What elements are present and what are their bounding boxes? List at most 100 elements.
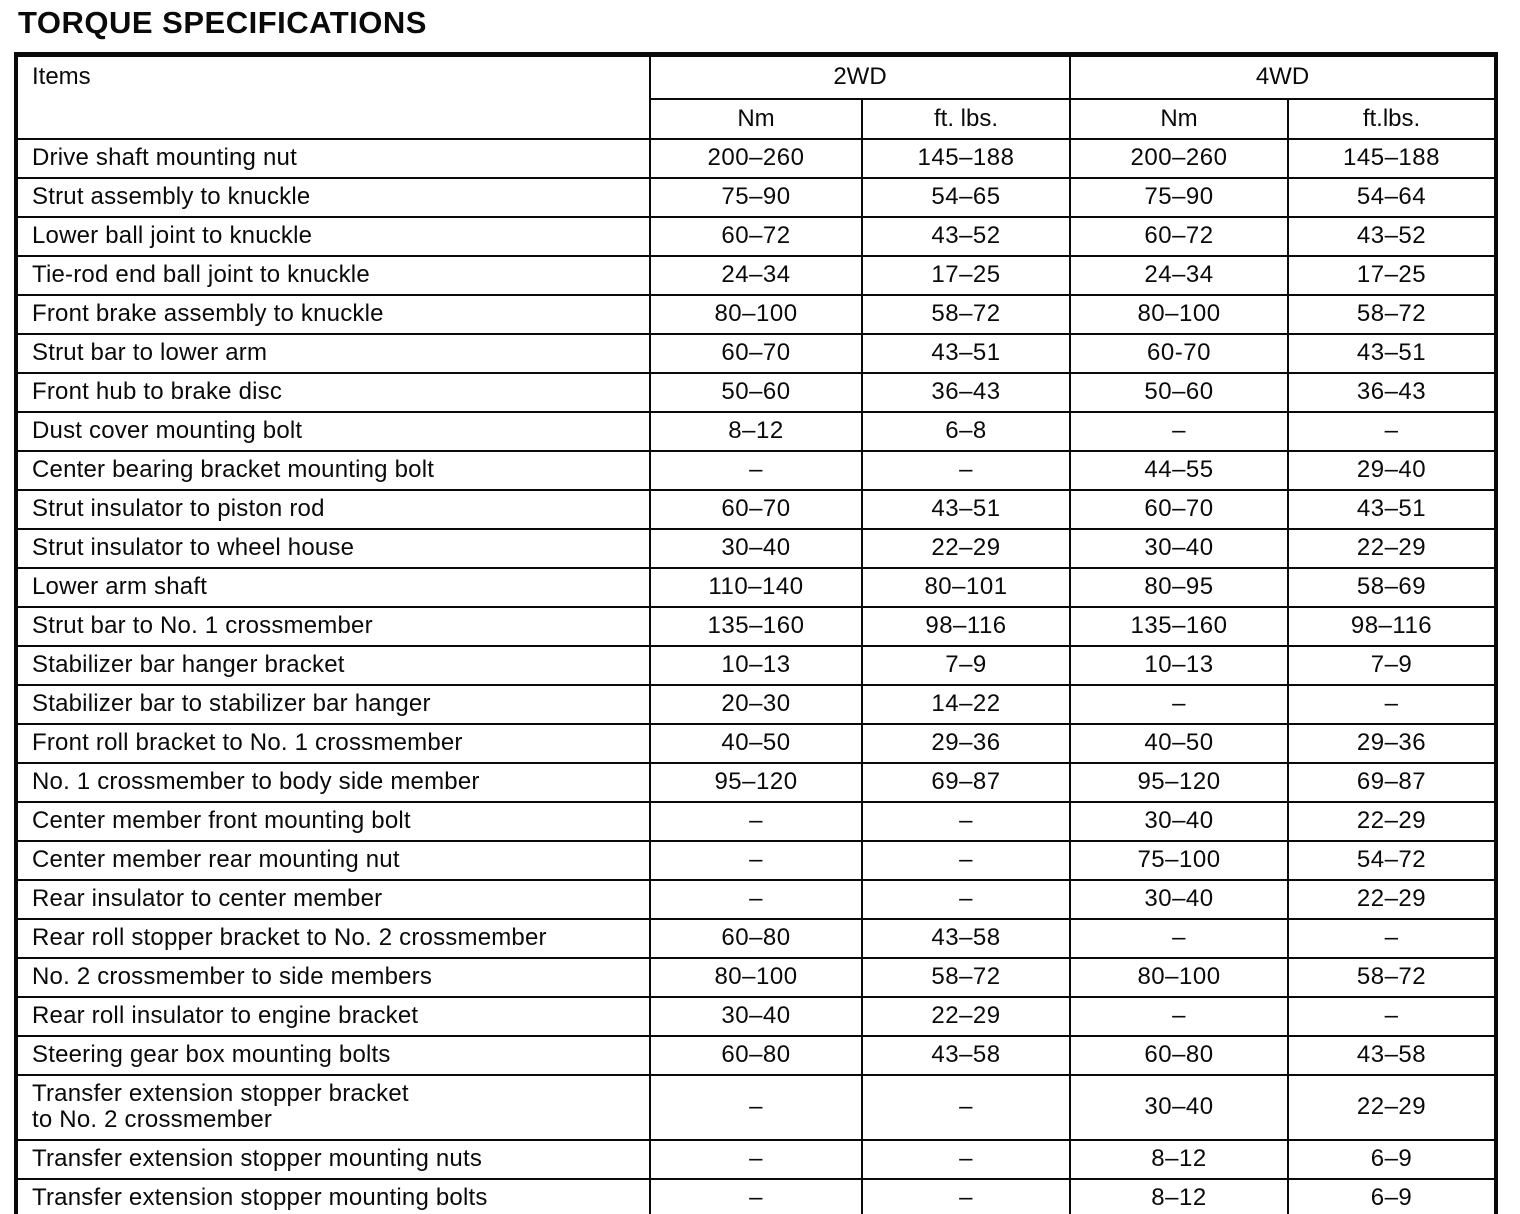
- value-cell: 54–64: [1287, 176, 1497, 218]
- value-cell: –: [1069, 917, 1289, 959]
- value-cell: 22–29: [861, 527, 1071, 569]
- table-row: Transfer extension stopper mounting bolt…: [15, 1177, 1497, 1214]
- value-cell: 43–52: [1287, 215, 1497, 257]
- value-cell: –: [649, 800, 863, 842]
- value-cell: 24–34: [649, 254, 863, 296]
- value-cell: 80–100: [1069, 293, 1289, 335]
- value-cell: 43–51: [1287, 488, 1497, 530]
- table-row: Steering gear box mounting bolts 60–80 43–…: [15, 1034, 1497, 1076]
- table-row: Front roll bracket to No. 1 crossmember 4…: [15, 722, 1497, 764]
- value-cell: 145–188: [861, 137, 1071, 179]
- table-row: Transfer extension stopper mounting nuts…: [15, 1138, 1497, 1180]
- value-cell: 8–12: [649, 410, 863, 452]
- value-cell: 10–13: [1069, 644, 1289, 686]
- value-cell: 40–50: [1069, 722, 1289, 764]
- value-cell: –: [1287, 683, 1497, 725]
- value-cell: –: [861, 1138, 1071, 1180]
- table-row: Lower ball joint to knuckle 60–72 43–52 60–…: [15, 215, 1497, 257]
- value-cell: –: [1287, 410, 1497, 452]
- column-group-4wd: 4WD: [1069, 53, 1497, 100]
- value-cell: 110–140: [649, 566, 863, 608]
- table-row: Dust cover mounting bolt 8–12 6–8– –: [15, 410, 1497, 452]
- value-cell: 30–40: [1069, 878, 1289, 920]
- value-cell: 30–40: [649, 995, 863, 1037]
- table-body: Drive shaft mounting nut 200–260 145–188 20…: [15, 137, 1497, 1214]
- value-cell: 24–34: [1069, 254, 1289, 296]
- value-cell: 58–72: [1287, 956, 1497, 998]
- value-cell: –: [861, 449, 1071, 491]
- value-cell: 22–29: [1287, 878, 1497, 920]
- value-cell: –: [861, 1177, 1071, 1214]
- value-cell: 30–40: [649, 527, 863, 569]
- table-row: Strut insulator to piston rod 60–70 43–51 6…: [15, 488, 1497, 530]
- value-cell: –: [1069, 995, 1289, 1037]
- value-cell: 6–9: [1287, 1177, 1497, 1214]
- item-cell: Rear roll stopper bracket to No. 2 cross…: [15, 917, 651, 959]
- table-row: Drive shaft mounting nut 200–260 145–188 20…: [15, 137, 1497, 179]
- value-cell: 43–58: [1287, 1034, 1497, 1076]
- value-cell: 58–72: [1287, 293, 1497, 335]
- item-cell: Transfer extension stopper bracket to No…: [15, 1073, 651, 1141]
- page-title: TORQUE SPECIFICATIONS: [18, 5, 427, 40]
- table-row: Strut assembly to knuckle 75–90 54–65 75–90…: [15, 176, 1497, 218]
- value-cell: 95–120: [649, 761, 863, 803]
- value-cell: 200–260: [649, 137, 863, 179]
- value-cell: 75–100: [1069, 839, 1289, 881]
- value-cell: 29–40: [1287, 449, 1497, 491]
- column-header-2wd-ftlbs: ft. lbs.: [861, 97, 1071, 140]
- value-cell: –: [1287, 995, 1497, 1037]
- value-cell: 43–58: [861, 1034, 1071, 1076]
- value-cell: –: [861, 800, 1071, 842]
- item-cell: Stabilizer bar hanger bracket: [15, 644, 651, 686]
- value-cell: 69–87: [1287, 761, 1497, 803]
- value-cell: –: [649, 1073, 863, 1141]
- value-cell: 8–12: [1069, 1177, 1289, 1214]
- value-cell: 43–51: [861, 332, 1071, 374]
- value-cell: 60-70: [1069, 332, 1289, 374]
- table-row: Lower arm shaft 110–140 80–101 80–95 58–69: [15, 566, 1497, 608]
- value-cell: 43–52: [861, 215, 1071, 257]
- column-header-items: Items: [15, 53, 651, 140]
- table-row: Front hub to brake disc 50–60 36–43 50–60 36…: [15, 371, 1497, 413]
- value-cell: –: [1069, 683, 1289, 725]
- value-cell: 8–12: [1069, 1138, 1289, 1180]
- item-cell: Front roll bracket to No. 1 crossmember: [15, 722, 651, 764]
- value-cell: 60–72: [649, 215, 863, 257]
- item-cell: Steering gear box mounting bolts: [15, 1034, 651, 1076]
- item-cell: No. 2 crossmember to side members: [15, 956, 651, 998]
- value-cell: 60–70: [649, 332, 863, 374]
- item-cell: Lower arm shaft: [15, 566, 651, 608]
- value-cell: 69–87: [861, 761, 1071, 803]
- table-row: Strut bar to No. 1 crossmember 135–160 98–…: [15, 605, 1497, 647]
- value-cell: 36–43: [861, 371, 1071, 413]
- value-cell: 58–72: [861, 293, 1071, 335]
- value-cell: 20–30: [649, 683, 863, 725]
- value-cell: –: [861, 839, 1071, 881]
- item-cell: Stabilizer bar to stabilizer bar hanger: [15, 683, 651, 725]
- unit-header-row: Nm ft. lbs. Nm ft.lbs.: [16, 97, 1497, 140]
- value-cell: 10–13: [649, 644, 863, 686]
- value-cell: 14–22: [861, 683, 1071, 725]
- value-cell: 43–51: [1287, 332, 1497, 374]
- table-row: Strut insulator to wheel house 30–40 22–29…: [15, 527, 1497, 569]
- table-row: Transfer extension stopper bracket to No…: [15, 1073, 1497, 1141]
- value-cell: 44–55: [1069, 449, 1289, 491]
- table-row: Center member front mounting bolt – –30–40…: [15, 800, 1497, 842]
- value-cell: 75–90: [1069, 176, 1289, 218]
- value-cell: –: [649, 878, 863, 920]
- value-cell: 43–58: [861, 917, 1071, 959]
- table-header: Items 2WD 4WD Nm ft. lbs. Nm ft.lbs.: [15, 53, 1497, 140]
- value-cell: 60–72: [1069, 215, 1289, 257]
- column-group-2wd: 2WD: [649, 53, 1071, 100]
- table-row: Tie-rod end ball joint to knuckle 24–34 17…: [15, 254, 1497, 296]
- value-cell: 30–40: [1069, 1073, 1289, 1141]
- value-cell: 135–160: [649, 605, 863, 647]
- value-cell: –: [861, 878, 1071, 920]
- item-cell: Center member rear mounting nut: [15, 839, 651, 881]
- item-cell: Strut assembly to knuckle: [15, 176, 651, 218]
- value-cell: 7–9: [1287, 644, 1497, 686]
- value-cell: 30–40: [1069, 527, 1289, 569]
- item-cell: Transfer extension stopper mounting bolt…: [15, 1177, 651, 1214]
- item-cell: Strut bar to No. 1 crossmember: [15, 605, 651, 647]
